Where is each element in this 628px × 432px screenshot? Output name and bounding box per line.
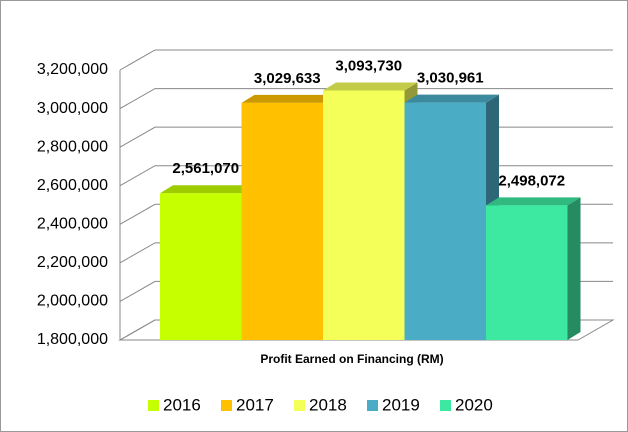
data-label: 3,029,633: [254, 70, 321, 87]
y-tick-label: 1,800,000: [37, 331, 108, 348]
grid-line: [119, 49, 613, 71]
grid-line: [119, 88, 613, 110]
bar-top: [486, 197, 581, 206]
legend-swatch: [221, 400, 232, 411]
y-tick-label: 2,000,000: [37, 293, 108, 310]
legend-swatch: [148, 400, 159, 411]
x-axis-category: Profit Earned on Financing (RM): [260, 352, 443, 366]
bar: [404, 102, 486, 341]
bar-side: [567, 197, 581, 340]
bar: [486, 205, 568, 340]
legend-label: 2019: [382, 395, 420, 414]
y-tick-label: 2,200,000: [37, 254, 108, 271]
legend-label: 2016: [163, 395, 201, 414]
bar-top: [241, 94, 336, 103]
bar-top: [323, 82, 418, 91]
legend-swatch: [367, 400, 378, 411]
data-label: 2,561,070: [172, 160, 239, 177]
y-tick-label: 2,800,000: [37, 138, 108, 155]
legend-swatch: [440, 400, 451, 411]
y-tick-label: 3,200,000: [37, 61, 108, 78]
legend-label: 2020: [455, 395, 493, 414]
data-label: 3,093,730: [335, 57, 402, 74]
bar-top: [160, 185, 255, 194]
bar: [160, 193, 242, 340]
data-label: 2,498,072: [498, 172, 565, 189]
bar-top: [404, 94, 499, 103]
legend-label: 2017: [236, 395, 274, 414]
bar: [241, 102, 323, 340]
legend-label: 2018: [309, 395, 347, 414]
bar: [323, 90, 405, 340]
data-label: 3,030,961: [417, 70, 484, 87]
y-tick-label: 3,000,000: [37, 100, 108, 117]
y-tick-label: 2,600,000: [37, 177, 108, 194]
legend-swatch: [294, 400, 305, 411]
y-tick-label: 2,400,000: [37, 216, 108, 233]
